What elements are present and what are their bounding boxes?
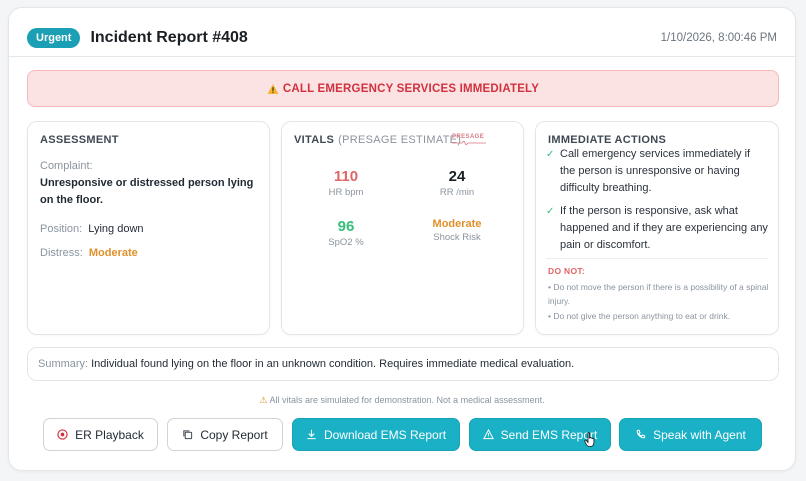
donot-item: • Do not move the person if there is a p… (548, 282, 769, 306)
assessment-panel: ASSESSMENT Complaint: Unresponsive or di… (27, 121, 270, 335)
disclaimer-text: All vitals are simulated for demonstrati… (269, 395, 545, 405)
incident-report-card: Urgent Incident Report #408 1/10/2026, 8… (8, 7, 796, 471)
summary-label: Summary: (38, 358, 89, 370)
donot-title: DO NOT: (548, 266, 586, 276)
emergency-alert-banner: CALL EMERGENCY SERVICES IMMEDIATELY (27, 70, 779, 107)
shock-value: Moderate (432, 218, 482, 230)
action-item: ✓ Call emergency services immediately if… (546, 146, 768, 197)
rr-vital: 24 RR /min (407, 168, 507, 198)
alert-triangle-icon (482, 429, 494, 440)
download-icon (307, 429, 316, 440)
distress-label: Distress: (40, 247, 83, 259)
donot-list: • Do not move the person if there is a p… (548, 280, 770, 324)
record-icon (57, 429, 68, 440)
spo2-value: 96 (337, 218, 355, 235)
report-header: Urgent Incident Report #408 1/10/2026, 8… (27, 24, 777, 52)
phone-icon (636, 429, 646, 439)
urgent-badge: Urgent (27, 28, 81, 48)
hr-value: 110 (333, 168, 359, 185)
vitals-panel: VITALS (PRESAGE ESTIMATE) PRESAGE 110 HR … (281, 121, 524, 335)
copy-report-button[interactable]: Copy Report (167, 418, 283, 451)
hr-vital: 110 HR bpm (296, 168, 396, 198)
rr-value: 24 (448, 168, 466, 185)
spo2-vital: 96 SpO2 % (296, 218, 396, 248)
actions-list: ✓ Call emergency services immediately if… (546, 148, 768, 260)
assessment-title: ASSESSMENT (40, 134, 119, 146)
immediate-actions-panel[interactable]: IMMEDIATE ACTIONS ✓ Call emergency servi… (535, 121, 779, 335)
warning-icon (267, 83, 279, 94)
position-value: Lying down (88, 223, 144, 235)
vitals-title-text: VITALS (294, 134, 335, 146)
er-playback-button[interactable]: ER Playback (43, 418, 158, 451)
spo2-label: SpO2 % (328, 237, 364, 248)
complaint-value: Unresponsive or distressed person lying … (40, 177, 254, 206)
actions-divider (546, 258, 768, 259)
check-icon: ✓ (546, 149, 555, 160)
presage-logo: PRESAGE (452, 134, 486, 145)
hr-label: HR bpm (328, 187, 364, 198)
distress-value: Moderate (88, 247, 138, 259)
complaint-label: Complaint: (40, 160, 93, 172)
presage-wave-icon (452, 141, 486, 145)
report-title: Incident Report #408 (90, 29, 248, 46)
alert-text: CALL EMERGENCY SERVICES IMMEDIATELY (282, 82, 540, 95)
copy-icon (183, 430, 193, 440)
donot-item: • Do not give the person anything to eat… (548, 311, 731, 321)
summary-box: Summary: Individual found lying on the f… (27, 347, 779, 381)
shock-label: Shock Risk (433, 232, 481, 243)
vitals-title: VITALS (PRESAGE ESTIMATE) (294, 134, 461, 146)
header-divider (9, 56, 795, 57)
report-timestamp: 1/10/2026, 8:00:46 PM (660, 32, 777, 44)
warning-icon: ⚠ (259, 395, 268, 405)
actions-title: IMMEDIATE ACTIONS (548, 134, 748, 146)
disclaimer: ⚠ All vitals are simulated for demonstra… (9, 395, 795, 406)
action-item: ✓ If the person is responsive, ask what … (546, 203, 768, 254)
shock-vital: Moderate Shock Risk (407, 218, 507, 243)
speak-with-agent-button[interactable]: Speak with Agent (619, 418, 762, 451)
position-label: Position: (40, 223, 83, 235)
rr-label: RR /min (439, 187, 475, 198)
download-ems-report-button[interactable]: Download EMS Report (292, 418, 460, 451)
vitals-subtitle: (PRESAGE ESTIMATE) (338, 134, 462, 146)
summary-text: Individual found lying on the floor in a… (91, 358, 575, 370)
hand-pointer-icon (584, 432, 595, 447)
check-icon: ✓ (546, 206, 555, 217)
